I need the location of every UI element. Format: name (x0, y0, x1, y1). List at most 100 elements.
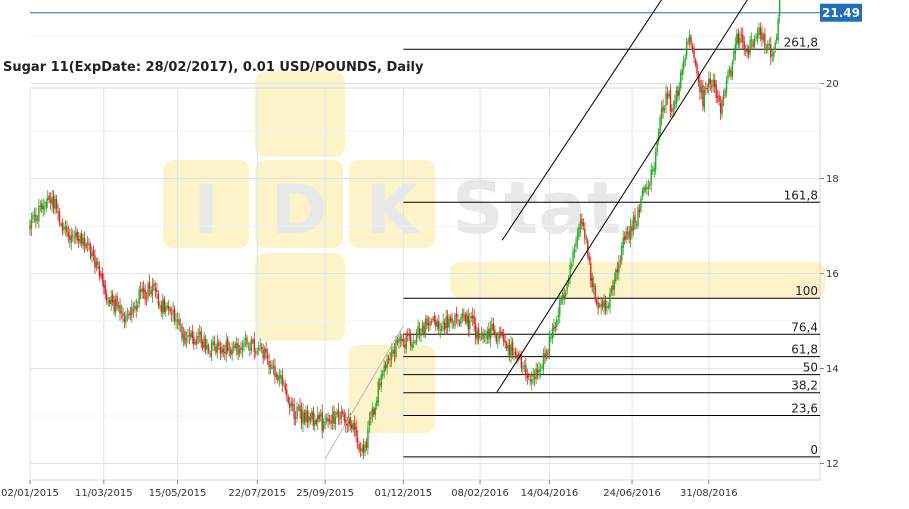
x-tick-label: 02/01/2015 (1, 488, 59, 499)
candle-body (222, 349, 225, 353)
candle-body (154, 288, 157, 292)
candle-body (730, 70, 732, 76)
candle-body (39, 205, 42, 207)
candle-body (41, 203, 43, 210)
candle-body (455, 313, 458, 317)
candle-body (778, 0, 781, 17)
candle-body (513, 353, 515, 355)
candle-body (342, 411, 344, 415)
candle-body (281, 375, 284, 386)
candle-body (497, 339, 499, 341)
y-tick-label: 14 (826, 364, 839, 375)
candle-body (221, 346, 223, 354)
candle-body (424, 319, 427, 335)
candle-body (331, 413, 334, 423)
candle-body (441, 325, 443, 331)
candle-body (480, 332, 483, 335)
candle-body (250, 339, 253, 351)
candle-body (252, 340, 254, 342)
candle-body (494, 329, 496, 334)
candle-body (659, 117, 661, 134)
candle-body (151, 285, 154, 296)
candle-body (557, 315, 559, 317)
candle-body (76, 231, 78, 241)
candle-body (412, 340, 415, 344)
candle-body (640, 198, 642, 211)
candle-body (650, 170, 652, 185)
candle-body (700, 86, 703, 93)
candle-body (219, 347, 222, 354)
candle-body (756, 33, 759, 39)
candle-body (187, 335, 189, 337)
candle-body (505, 343, 508, 349)
candle-body (376, 400, 378, 407)
candle-body (350, 424, 353, 429)
candle-body (482, 333, 484, 340)
candle-body (322, 421, 325, 430)
candle-body (287, 396, 289, 403)
candle-body (339, 418, 341, 420)
candle-body (467, 315, 469, 330)
candle-body (141, 288, 143, 293)
candlestick-series (29, 0, 781, 460)
candle-body (89, 244, 92, 258)
candle-body (207, 346, 210, 352)
candle-body (739, 37, 741, 44)
candle-body (525, 364, 527, 375)
candle-body (131, 307, 133, 316)
candle-body (775, 36, 778, 41)
candle-body (727, 72, 729, 80)
candle-body (405, 334, 407, 350)
candle-body (203, 336, 205, 348)
fib-level-label: 0 (810, 443, 818, 457)
candle-body (64, 226, 67, 230)
candle-body (315, 420, 317, 424)
candle-body (750, 39, 753, 42)
candle-body (722, 97, 725, 99)
candle-body (135, 306, 137, 310)
candle-body (564, 292, 567, 297)
candle-body (443, 322, 446, 331)
candle-body (767, 43, 769, 50)
candle-body (201, 341, 204, 349)
candle-body (390, 351, 393, 360)
candle-body (531, 379, 533, 383)
candle-body (309, 417, 312, 420)
candle-body (97, 261, 99, 265)
candle-body (179, 324, 182, 326)
candle-body (340, 411, 343, 419)
candle-body (387, 358, 390, 361)
candle-body (386, 359, 388, 369)
candle-body (117, 305, 120, 308)
candle-body (579, 221, 582, 230)
candle-body (619, 260, 621, 262)
candle-body (471, 315, 474, 319)
candle-body (193, 336, 195, 345)
candle-body (737, 33, 740, 44)
candle-body (699, 80, 701, 93)
candle-body (147, 284, 149, 298)
candle-body (572, 252, 574, 262)
candle-body (683, 61, 685, 69)
candle-body (703, 89, 706, 109)
candle-body (150, 290, 152, 295)
candle-body (460, 317, 462, 325)
candle-body (320, 414, 322, 417)
candle-body (274, 365, 276, 377)
candle-body (715, 84, 717, 98)
candle-body (83, 238, 86, 246)
candle-body (137, 305, 139, 308)
candle-body (370, 417, 372, 419)
candle-body (649, 184, 651, 187)
candle-body (535, 368, 537, 379)
candle-body (528, 375, 530, 378)
candle-body (432, 318, 434, 320)
candle-body (550, 337, 552, 339)
candle-body (551, 328, 554, 339)
candle-body (305, 409, 307, 423)
candle-body (654, 152, 657, 170)
candle-body (269, 365, 272, 370)
candle-body (691, 46, 694, 50)
fib-level-label: 100 (795, 284, 818, 298)
candle-body (764, 34, 766, 48)
